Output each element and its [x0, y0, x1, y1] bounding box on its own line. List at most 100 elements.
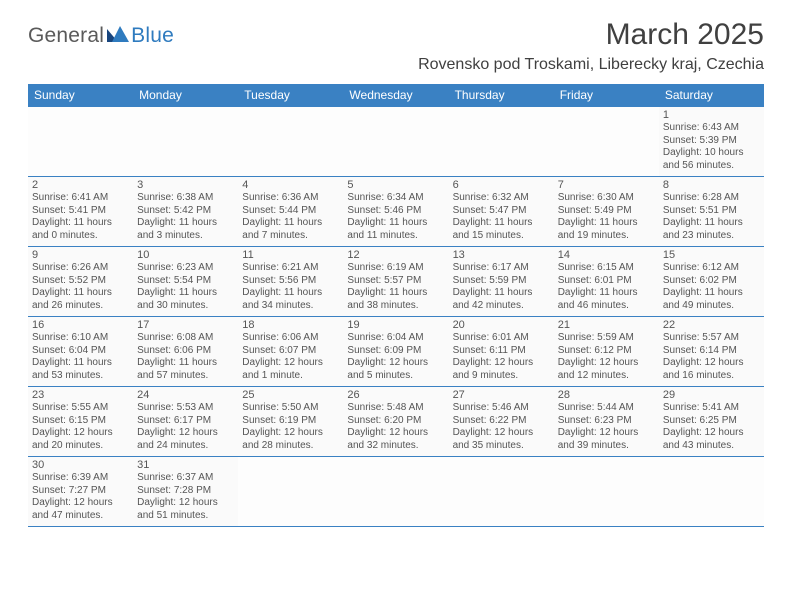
day-info: Sunrise: 5:46 AMSunset: 6:22 PMDaylight:…: [453, 402, 550, 452]
calendar-cell: 9Sunrise: 6:26 AMSunset: 5:52 PMDaylight…: [28, 247, 133, 317]
day-info: Sunrise: 6:36 AMSunset: 5:44 PMDaylight:…: [242, 192, 339, 242]
day-number: 26: [347, 389, 444, 401]
calendar-cell: [343, 107, 448, 177]
weekday-header: Sunday: [28, 84, 133, 107]
day-number: 13: [453, 249, 550, 261]
calendar-cell: 18Sunrise: 6:06 AMSunset: 6:07 PMDayligh…: [238, 317, 343, 387]
day-number: 31: [137, 459, 234, 471]
day-info: Sunrise: 6:12 AMSunset: 6:02 PMDaylight:…: [663, 262, 760, 312]
day-info: Sunrise: 6:10 AMSunset: 6:04 PMDaylight:…: [32, 332, 129, 382]
calendar-cell: 3Sunrise: 6:38 AMSunset: 5:42 PMDaylight…: [133, 177, 238, 247]
day-info: Sunrise: 6:26 AMSunset: 5:52 PMDaylight:…: [32, 262, 129, 312]
calendar-cell: [238, 457, 343, 527]
weekday-header: Thursday: [449, 84, 554, 107]
calendar-cell: [554, 457, 659, 527]
day-info: Sunrise: 5:57 AMSunset: 6:14 PMDaylight:…: [663, 332, 760, 382]
day-number: 12: [347, 249, 444, 261]
day-number: 22: [663, 319, 760, 331]
location-subtitle: Rovensko pod Troskami, Liberecky kraj, C…: [418, 56, 764, 74]
calendar-cell: 22Sunrise: 5:57 AMSunset: 6:14 PMDayligh…: [659, 317, 764, 387]
calendar-cell: [238, 107, 343, 177]
day-info: Sunrise: 6:28 AMSunset: 5:51 PMDaylight:…: [663, 192, 760, 242]
calendar-cell: 25Sunrise: 5:50 AMSunset: 6:19 PMDayligh…: [238, 387, 343, 457]
calendar-cell: 28Sunrise: 5:44 AMSunset: 6:23 PMDayligh…: [554, 387, 659, 457]
day-number: 20: [453, 319, 550, 331]
day-info: Sunrise: 6:15 AMSunset: 6:01 PMDaylight:…: [558, 262, 655, 312]
day-number: 25: [242, 389, 339, 401]
day-number: 29: [663, 389, 760, 401]
weekday-header: Friday: [554, 84, 659, 107]
calendar-cell: 20Sunrise: 6:01 AMSunset: 6:11 PMDayligh…: [449, 317, 554, 387]
day-number: 18: [242, 319, 339, 331]
logo-text-blue: Blue: [131, 24, 174, 48]
day-info: Sunrise: 6:43 AMSunset: 5:39 PMDaylight:…: [663, 122, 760, 172]
calendar-row: 2Sunrise: 6:41 AMSunset: 5:41 PMDaylight…: [28, 177, 764, 247]
day-info: Sunrise: 6:21 AMSunset: 5:56 PMDaylight:…: [242, 262, 339, 312]
calendar-cell: 17Sunrise: 6:08 AMSunset: 6:06 PMDayligh…: [133, 317, 238, 387]
day-number: 24: [137, 389, 234, 401]
day-info: Sunrise: 6:32 AMSunset: 5:47 PMDaylight:…: [453, 192, 550, 242]
day-number: 15: [663, 249, 760, 261]
day-number: 10: [137, 249, 234, 261]
calendar-cell: 1Sunrise: 6:43 AMSunset: 5:39 PMDaylight…: [659, 107, 764, 177]
day-number: 11: [242, 249, 339, 261]
calendar-cell: 12Sunrise: 6:19 AMSunset: 5:57 PMDayligh…: [343, 247, 448, 317]
calendar-body: 1Sunrise: 6:43 AMSunset: 5:39 PMDaylight…: [28, 107, 764, 527]
weekday-header: Tuesday: [238, 84, 343, 107]
day-info: Sunrise: 6:17 AMSunset: 5:59 PMDaylight:…: [453, 262, 550, 312]
day-number: 4: [242, 179, 339, 191]
day-info: Sunrise: 6:01 AMSunset: 6:11 PMDaylight:…: [453, 332, 550, 382]
calendar-cell: 8Sunrise: 6:28 AMSunset: 5:51 PMDaylight…: [659, 177, 764, 247]
day-number: 28: [558, 389, 655, 401]
calendar-cell: [449, 107, 554, 177]
day-number: 2: [32, 179, 129, 191]
calendar-cell: 23Sunrise: 5:55 AMSunset: 6:15 PMDayligh…: [28, 387, 133, 457]
calendar-cell: 27Sunrise: 5:46 AMSunset: 6:22 PMDayligh…: [449, 387, 554, 457]
day-number: 30: [32, 459, 129, 471]
calendar-table: SundayMondayTuesdayWednesdayThursdayFrid…: [28, 84, 764, 527]
day-info: Sunrise: 6:38 AMSunset: 5:42 PMDaylight:…: [137, 192, 234, 242]
day-info: Sunrise: 6:06 AMSunset: 6:07 PMDaylight:…: [242, 332, 339, 382]
day-number: 1: [663, 109, 760, 121]
calendar-row: 9Sunrise: 6:26 AMSunset: 5:52 PMDaylight…: [28, 247, 764, 317]
day-info: Sunrise: 6:08 AMSunset: 6:06 PMDaylight:…: [137, 332, 234, 382]
calendar-cell: 21Sunrise: 5:59 AMSunset: 6:12 PMDayligh…: [554, 317, 659, 387]
calendar-cell: 6Sunrise: 6:32 AMSunset: 5:47 PMDaylight…: [449, 177, 554, 247]
weekday-header-row: SundayMondayTuesdayWednesdayThursdayFrid…: [28, 84, 764, 107]
day-info: Sunrise: 5:55 AMSunset: 6:15 PMDaylight:…: [32, 402, 129, 452]
day-info: Sunrise: 6:04 AMSunset: 6:09 PMDaylight:…: [347, 332, 444, 382]
calendar-cell: 5Sunrise: 6:34 AMSunset: 5:46 PMDaylight…: [343, 177, 448, 247]
day-number: 8: [663, 179, 760, 191]
day-info: Sunrise: 6:37 AMSunset: 7:28 PMDaylight:…: [137, 472, 234, 522]
day-number: 3: [137, 179, 234, 191]
logo-mark-icon: [107, 26, 129, 47]
day-info: Sunrise: 5:59 AMSunset: 6:12 PMDaylight:…: [558, 332, 655, 382]
logo-text-general: General: [28, 24, 104, 48]
day-info: Sunrise: 5:50 AMSunset: 6:19 PMDaylight:…: [242, 402, 339, 452]
calendar-cell: [343, 457, 448, 527]
weekday-header: Saturday: [659, 84, 764, 107]
calendar-cell: 16Sunrise: 6:10 AMSunset: 6:04 PMDayligh…: [28, 317, 133, 387]
calendar-cell: [133, 107, 238, 177]
day-number: 5: [347, 179, 444, 191]
day-info: Sunrise: 5:48 AMSunset: 6:20 PMDaylight:…: [347, 402, 444, 452]
calendar-cell: 19Sunrise: 6:04 AMSunset: 6:09 PMDayligh…: [343, 317, 448, 387]
calendar-cell: 2Sunrise: 6:41 AMSunset: 5:41 PMDaylight…: [28, 177, 133, 247]
calendar-cell: 10Sunrise: 6:23 AMSunset: 5:54 PMDayligh…: [133, 247, 238, 317]
logo: General Blue: [28, 18, 174, 48]
day-number: 6: [453, 179, 550, 191]
calendar-cell: 13Sunrise: 6:17 AMSunset: 5:59 PMDayligh…: [449, 247, 554, 317]
day-info: Sunrise: 6:30 AMSunset: 5:49 PMDaylight:…: [558, 192, 655, 242]
calendar-cell: 29Sunrise: 5:41 AMSunset: 6:25 PMDayligh…: [659, 387, 764, 457]
calendar-cell: [554, 107, 659, 177]
calendar-row: 30Sunrise: 6:39 AMSunset: 7:27 PMDayligh…: [28, 457, 764, 527]
day-number: 17: [137, 319, 234, 331]
day-info: Sunrise: 6:39 AMSunset: 7:27 PMDaylight:…: [32, 472, 129, 522]
calendar-row: 23Sunrise: 5:55 AMSunset: 6:15 PMDayligh…: [28, 387, 764, 457]
day-info: Sunrise: 6:19 AMSunset: 5:57 PMDaylight:…: [347, 262, 444, 312]
day-number: 9: [32, 249, 129, 261]
calendar-row: 16Sunrise: 6:10 AMSunset: 6:04 PMDayligh…: [28, 317, 764, 387]
calendar-cell: [659, 457, 764, 527]
page-title: March 2025: [418, 18, 764, 52]
day-number: 16: [32, 319, 129, 331]
